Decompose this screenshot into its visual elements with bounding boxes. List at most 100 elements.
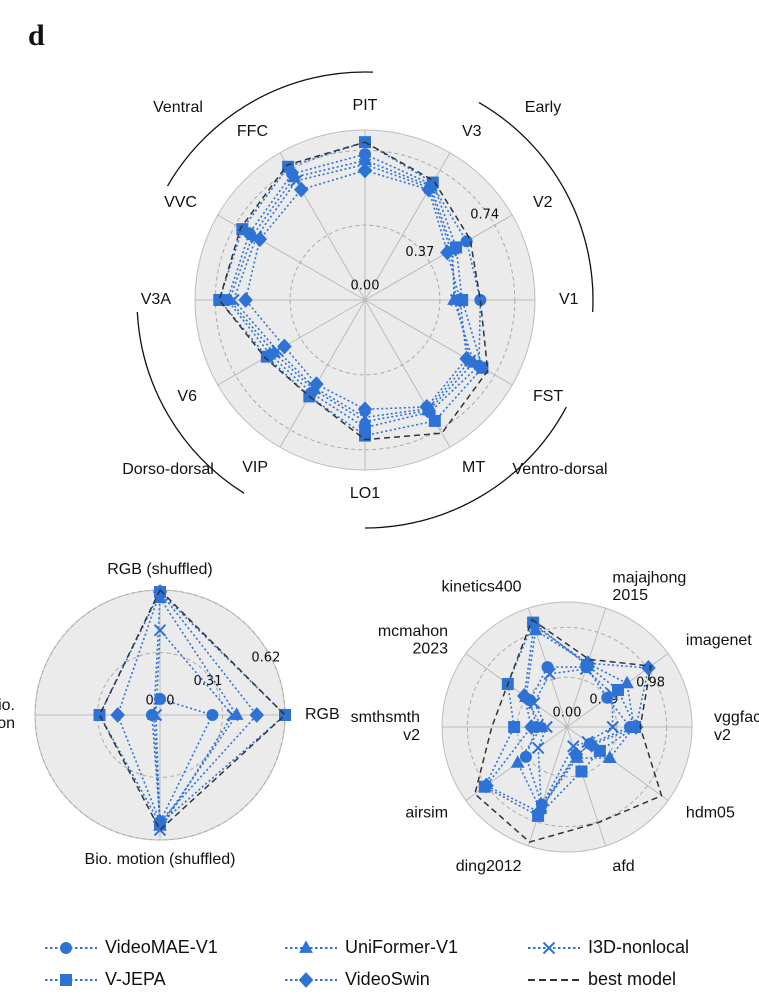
data-point: [568, 746, 584, 762]
data-point: [476, 361, 489, 374]
grid-ring: [289, 224, 441, 376]
data-point: [479, 777, 494, 794]
data-point: [524, 719, 539, 735]
data-point: [93, 709, 106, 721]
category-label: MT: [462, 459, 485, 476]
series-line: [525, 666, 632, 807]
data-point: [249, 707, 265, 723]
data-point: [449, 293, 463, 307]
category-label: smthsmth v2: [351, 709, 420, 744]
spoke: [279, 299, 366, 448]
data-point: [153, 624, 167, 637]
data-point: [271, 344, 284, 357]
data-point: [279, 709, 291, 721]
data-point: [540, 720, 553, 734]
legend-label: VideoMAE-V1: [105, 937, 218, 957]
legend-label: I3D-nonlocal: [588, 937, 689, 957]
data-point: [606, 687, 619, 701]
data-point: [308, 381, 321, 394]
data-point: [250, 231, 263, 244]
data-point: [277, 338, 292, 355]
data-point: [593, 744, 606, 757]
category-label: Bio.motion: [0, 697, 15, 732]
data-point: [227, 293, 240, 307]
legend-marker: [60, 974, 72, 986]
legend-label: V-JEPA: [105, 969, 166, 989]
legend-marker: [298, 972, 314, 988]
category-label: RGB (shuffled): [107, 561, 213, 578]
category-label: FST: [533, 388, 563, 405]
category-label: majajhong 2015: [612, 570, 686, 605]
group-arc: [136, 311, 245, 494]
group-arc: [364, 406, 567, 529]
spoke: [217, 299, 366, 386]
data-point: [606, 720, 619, 734]
category-label: mcmahon 2023: [378, 623, 448, 658]
data-point: [282, 160, 295, 173]
data-point: [152, 584, 168, 600]
category-label: PIT: [353, 97, 378, 114]
data-point: [213, 294, 226, 306]
data-point: [620, 675, 634, 689]
category-label: V1: [559, 291, 579, 308]
category-label: V6: [177, 388, 197, 405]
tick-label: 0.00: [351, 279, 380, 294]
group-arc: [478, 101, 594, 312]
grid-ring: [466, 626, 668, 828]
data-point: [581, 735, 594, 749]
category-label: LO1: [350, 485, 380, 502]
data-point: [527, 696, 541, 710]
series-line: [483, 621, 637, 817]
group-label: Ventro-dorsal: [512, 461, 607, 478]
data-point: [543, 667, 556, 681]
category-label: VVC: [164, 194, 197, 211]
tick-label: 0.00: [553, 706, 582, 721]
category-label: hdm05: [686, 805, 735, 822]
category-label: Bio. motion (shuffled): [85, 851, 236, 868]
legend-marker: [542, 941, 556, 955]
tick-label: 0.31: [193, 674, 222, 689]
legend-label: VideoSwin: [345, 969, 430, 989]
tick-label: 0.37: [405, 245, 434, 260]
legend-marker: [60, 942, 72, 954]
data-point: [428, 414, 441, 427]
data-point: [289, 174, 303, 188]
data-point: [567, 740, 580, 753]
category-label: vggfacev2: [714, 709, 759, 744]
category-label: afd: [612, 858, 634, 875]
category-label: airsim: [405, 805, 448, 822]
data-point: [452, 292, 468, 308]
group-label: Early: [525, 99, 561, 116]
data-point: [463, 354, 477, 367]
spoke: [465, 653, 568, 728]
category-label: FFC: [237, 123, 268, 140]
series-line: [151, 697, 214, 825]
data-point: [535, 800, 548, 813]
data-point: [508, 721, 521, 733]
tick-label: 0.74: [470, 208, 499, 223]
data-point: [423, 181, 436, 195]
data-point: [226, 708, 239, 722]
data-point: [444, 244, 458, 257]
series-line: [474, 618, 663, 843]
data-point: [236, 223, 249, 236]
data-point: [309, 376, 324, 393]
category-label: V3A: [141, 291, 172, 308]
data-point: [206, 709, 219, 721]
data-point: [519, 750, 532, 763]
panel-label: d: [28, 19, 45, 52]
category-label: V3: [462, 123, 482, 140]
data-point: [149, 708, 163, 722]
group-label: Dorso-dorsal: [122, 461, 214, 478]
legend-marker: [299, 940, 313, 953]
data-point: [510, 755, 525, 768]
group-label: Ventral: [153, 99, 203, 116]
data-point: [611, 683, 624, 696]
legend-label: best model: [588, 969, 676, 989]
series-line: [218, 141, 489, 441]
category-label: RGB: [305, 706, 340, 723]
spoke: [527, 726, 568, 847]
data-point: [532, 741, 545, 755]
data-point: [575, 765, 588, 778]
series-line: [116, 590, 258, 824]
